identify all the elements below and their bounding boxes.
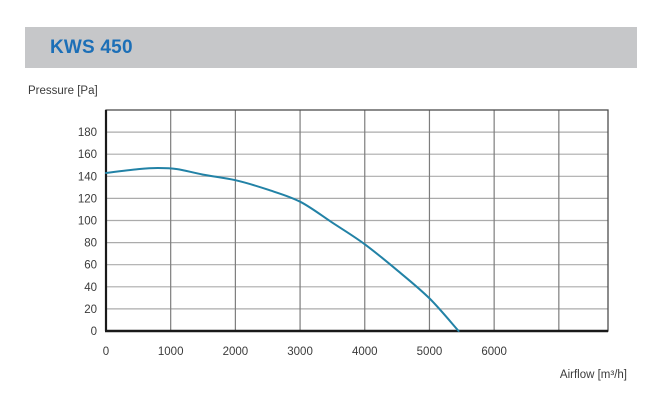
product-header-bar: KWS 450 bbox=[25, 27, 637, 68]
y-tick-label: 100 bbox=[78, 216, 97, 228]
y-tick-label: 80 bbox=[84, 238, 97, 250]
x-tick-label: 1000 bbox=[158, 346, 184, 358]
x-tick-label: 3000 bbox=[287, 346, 313, 358]
x-tick-label: 5000 bbox=[417, 346, 443, 358]
x-tick-label: 2000 bbox=[223, 346, 249, 358]
x-tick-label: 4000 bbox=[352, 346, 378, 358]
product-title: KWS 450 bbox=[50, 36, 133, 58]
y-tick-label: 0 bbox=[91, 326, 97, 338]
y-tick-label: 40 bbox=[84, 282, 97, 294]
y-tick-label: 20 bbox=[84, 304, 97, 316]
x-tick-label: 0 bbox=[103, 346, 109, 358]
x-axis-title: Airflow [m³/h] bbox=[559, 369, 627, 381]
y-axis-title: Pressure [Pa] bbox=[28, 85, 98, 97]
y-tick-label: 180 bbox=[78, 127, 97, 139]
y-tick-label: 60 bbox=[84, 260, 97, 272]
y-tick-label: 120 bbox=[78, 193, 97, 205]
performance-curve bbox=[105, 166, 460, 332]
y-tick-label: 140 bbox=[78, 171, 97, 183]
y-tick-label: 160 bbox=[78, 149, 97, 161]
x-tick-label: 6000 bbox=[481, 346, 507, 358]
